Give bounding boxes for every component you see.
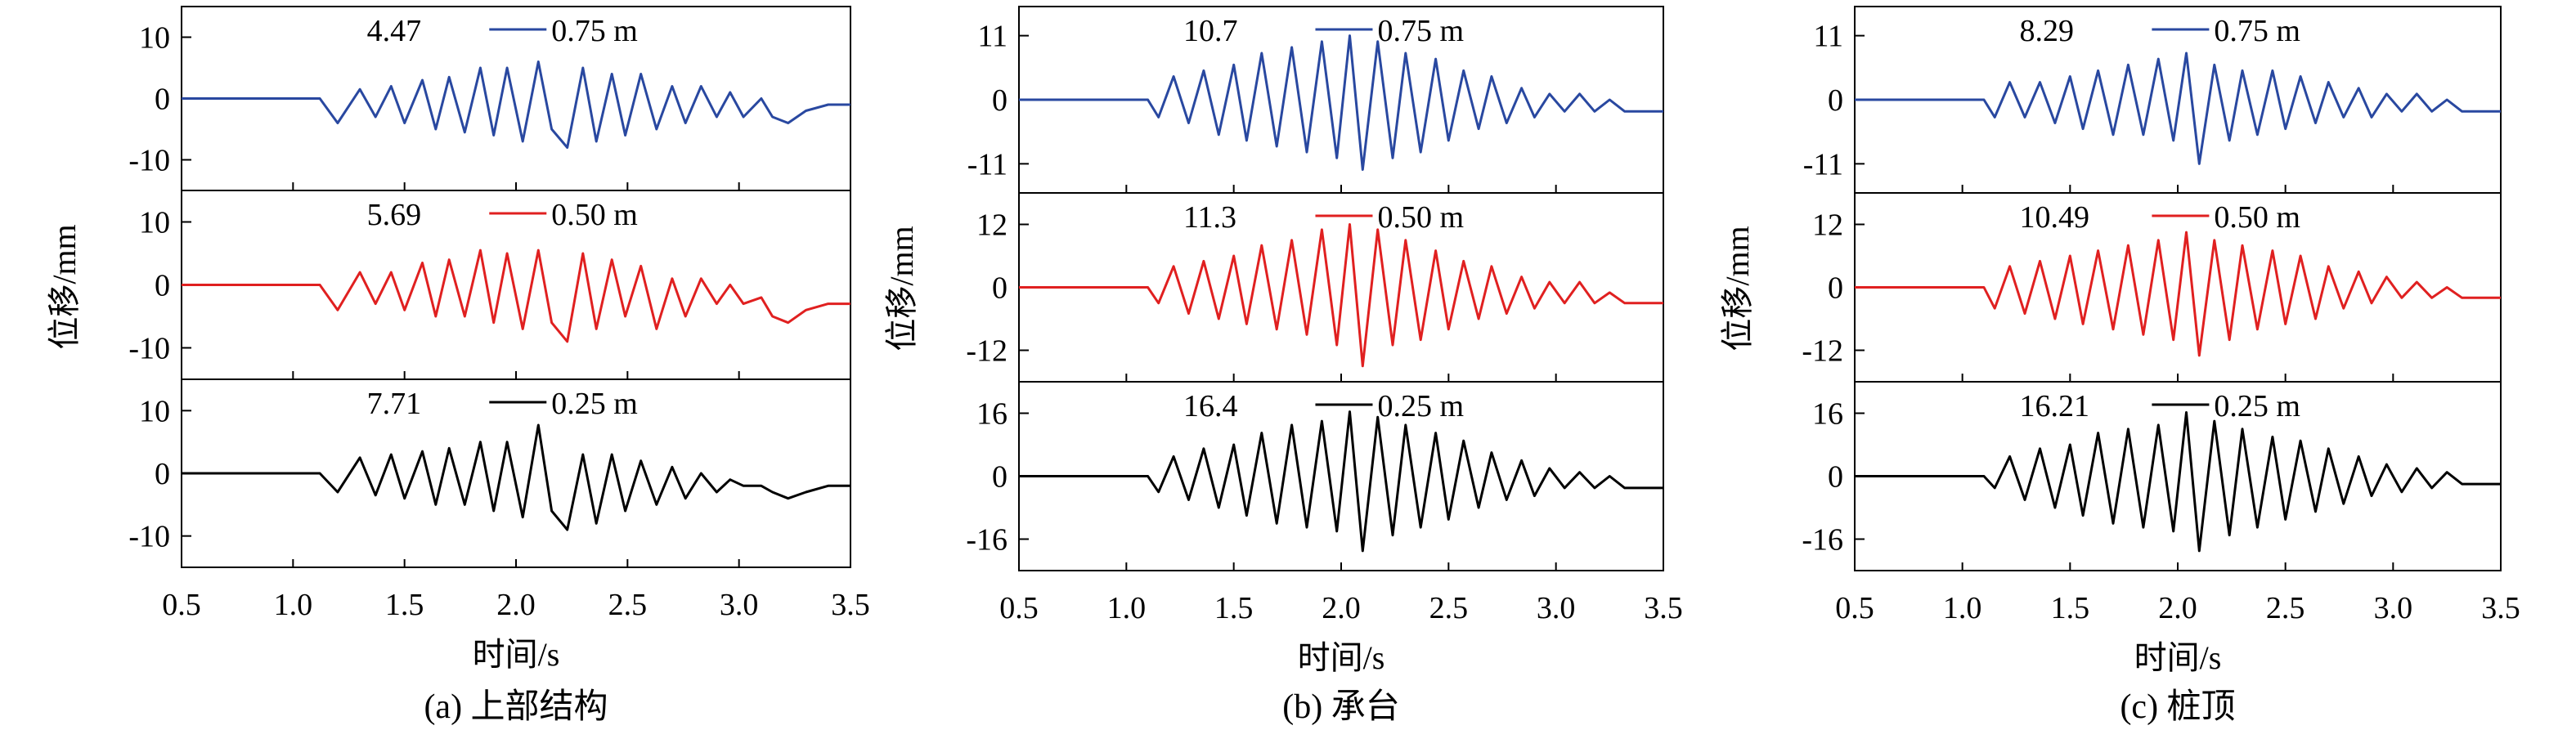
legend-label: 0.50 m	[2214, 200, 2300, 235]
y-axis-label: 位移/mm	[883, 226, 920, 351]
x-tick-label: 3.0	[720, 588, 759, 622]
x-tick-label: 2.5	[608, 588, 648, 622]
y-tick-label: 0	[155, 269, 170, 303]
x-axis-label: 时间/s	[473, 636, 560, 673]
y-tick-label: 11	[1813, 20, 1843, 54]
panel-075: 11 0 -11 8.29 0.75 m	[1803, 6, 2502, 194]
peak-value-label: 8.29	[2019, 14, 2074, 48]
y-tick-label: 16	[976, 397, 1008, 432]
figure-caption: (b) 承台	[1282, 688, 1399, 726]
y-tick-label: 0	[1828, 460, 1843, 495]
series-line	[182, 60, 850, 149]
y-tick-label: 10	[139, 394, 170, 428]
y-tick-label: 16	[1812, 397, 1843, 432]
x-tick-label: 3.0	[1537, 591, 1576, 625]
y-tick-label: -16	[1802, 523, 1843, 558]
y-tick-label: 0	[992, 83, 1008, 118]
x-tick-label: 1.5	[385, 588, 424, 622]
y-tick-label: -10	[128, 144, 170, 178]
peak-value-label: 11.3	[1183, 200, 1236, 235]
y-tick-label: 0	[155, 83, 170, 117]
panel-025: 16 0 -16 16.21 0.25 m	[1802, 381, 2502, 571]
x-tick-label: 1.0	[1943, 591, 1982, 625]
y-tick-label: 10	[139, 21, 170, 56]
panel-075: 10 0 -10 4.47 0.75 m	[128, 6, 851, 191]
series-line	[1855, 231, 2501, 357]
panel-025: 10 0 -10 7.71 0.25 m	[128, 378, 851, 568]
peak-value-label: 16.21	[2019, 389, 2089, 423]
legend-label: 0.75 m	[1377, 14, 1464, 48]
series-line	[182, 249, 850, 343]
x-tick-label: 2.0	[1322, 591, 1361, 625]
x-tick-label: 1.5	[1214, 591, 1254, 625]
x-tick-label: 0.5	[999, 591, 1039, 625]
legend-label: 0.75 m	[2214, 14, 2300, 48]
x-tick-label: 3.5	[2481, 591, 2520, 625]
x-tick-label: 3.0	[2374, 591, 2413, 625]
figure-caption: (c) 桩顶	[2120, 688, 2235, 726]
figure-caption: (a) 上部结构	[424, 688, 608, 726]
panel-050: 10 0 -10 5.69 0.50 m	[128, 190, 851, 380]
x-axis-label: 时间/s	[1298, 639, 1385, 676]
x-tick-label: 2.5	[2266, 591, 2305, 625]
y-tick-label: -12	[966, 334, 1008, 369]
y-tick-label: 0	[155, 457, 170, 491]
x-axis-label: 时间/s	[2134, 639, 2222, 676]
y-tick-label: 10	[139, 206, 170, 240]
legend-label: 0.50 m	[551, 198, 638, 232]
panel-025: 16 0 -16 16.4 0.25 m	[966, 381, 1664, 571]
series-line	[1855, 52, 2501, 165]
x-tick-label: 2.0	[2158, 591, 2197, 625]
y-tick-label: 12	[976, 208, 1008, 243]
y-tick-label: -10	[128, 332, 170, 366]
series-line	[1019, 34, 1663, 171]
peak-value-label: 10.7	[1183, 14, 1238, 48]
x-tick-label: 1.0	[274, 588, 313, 622]
series-line	[1019, 410, 1663, 553]
series-line	[1855, 411, 2501, 553]
peak-value-label: 7.71	[367, 387, 422, 421]
legend-label: 0.25 m	[551, 387, 638, 421]
y-tick-label: 11	[977, 20, 1008, 54]
series-line	[1019, 223, 1663, 368]
y-tick-label: 12	[1812, 208, 1843, 243]
x-tick-label: 0.5	[1835, 591, 1874, 625]
y-tick-label: -10	[128, 520, 170, 554]
legend-label: 0.25 m	[2214, 389, 2300, 423]
y-tick-label: 0	[992, 271, 1008, 306]
peak-value-label: 10.49	[2019, 200, 2089, 235]
x-tick-label: 1.5	[2051, 591, 2090, 625]
x-tick-label: 3.5	[831, 588, 870, 622]
y-tick-label: -12	[1802, 334, 1843, 369]
panel-075: 11 0 -11 10.7 0.75 m	[967, 6, 1664, 194]
chart-a: 10 0 -10 4.47 0.75 m 10 0 -10 5.69 0.50 m 10 0 -10 7.…	[46, 6, 870, 726]
y-tick-label: 0	[1828, 271, 1843, 306]
peak-value-label: 5.69	[367, 198, 422, 232]
panel-050: 12 0 -12 10.49 0.50 m	[1802, 192, 2502, 383]
y-tick-label: 0	[992, 460, 1008, 495]
y-tick-label: -11	[967, 147, 1008, 181]
y-tick-label: 0	[1828, 83, 1843, 118]
peak-value-label: 16.4	[1183, 389, 1238, 423]
panel-050: 12 0 -12 11.3 0.50 m	[966, 192, 1664, 383]
peak-value-label: 4.47	[367, 14, 422, 48]
legend-label: 0.50 m	[1377, 200, 1464, 235]
x-tick-label: 3.5	[1644, 591, 1683, 625]
legend-label: 0.75 m	[551, 14, 638, 48]
x-tick-label: 2.0	[496, 588, 536, 622]
y-tick-label: -16	[966, 523, 1008, 558]
y-axis-label: 位移/mm	[46, 224, 83, 349]
x-tick-label: 0.5	[162, 588, 201, 622]
x-tick-label: 1.0	[1107, 591, 1147, 625]
series-line	[182, 423, 850, 531]
y-axis-label: 位移/mm	[1719, 226, 1756, 351]
legend-label: 0.25 m	[1377, 389, 1464, 423]
y-tick-label: -11	[1803, 147, 1843, 181]
x-tick-label: 2.5	[1429, 591, 1469, 625]
